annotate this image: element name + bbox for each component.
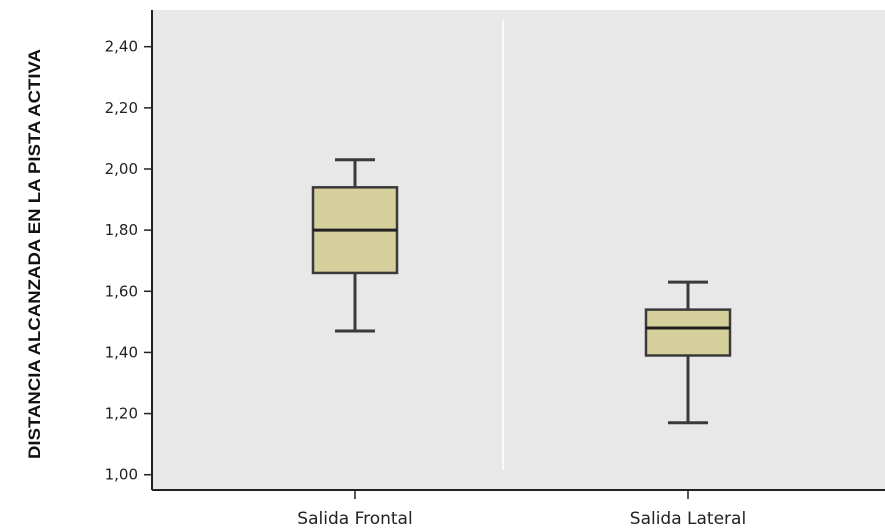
y-tick-label: 1,60 <box>105 282 138 300</box>
y-tick-label: 1,20 <box>105 405 138 423</box>
y-tick-label: 2,00 <box>105 160 138 178</box>
y-tick-label: 2,20 <box>105 99 138 117</box>
y-tick-label: 2,40 <box>105 38 138 56</box>
y-axis-label: DISTANCIA ALCANZADA EN LA PISTA ACTIVA <box>25 49 44 459</box>
y-tick-label: 1,40 <box>105 343 138 361</box>
y-tick-label: 1,00 <box>105 466 138 484</box>
plot-area <box>152 10 885 490</box>
box-1 <box>311 158 399 333</box>
y-axis-ticks: 1,00 1,20 1,40 1,60 1,80 2,00 2,20 2,40 <box>105 38 152 484</box>
x-axis-ticks: Salida Frontal Salida Lateral <box>297 490 746 528</box>
y-tick-label: 1,80 <box>105 221 138 239</box>
x-tick-label: Salida Frontal <box>297 509 412 528</box>
box-2 <box>644 280 732 425</box>
boxes <box>311 158 732 425</box>
iqr-box <box>644 308 732 357</box>
x-tick-label: Salida Lateral <box>630 509 746 528</box>
